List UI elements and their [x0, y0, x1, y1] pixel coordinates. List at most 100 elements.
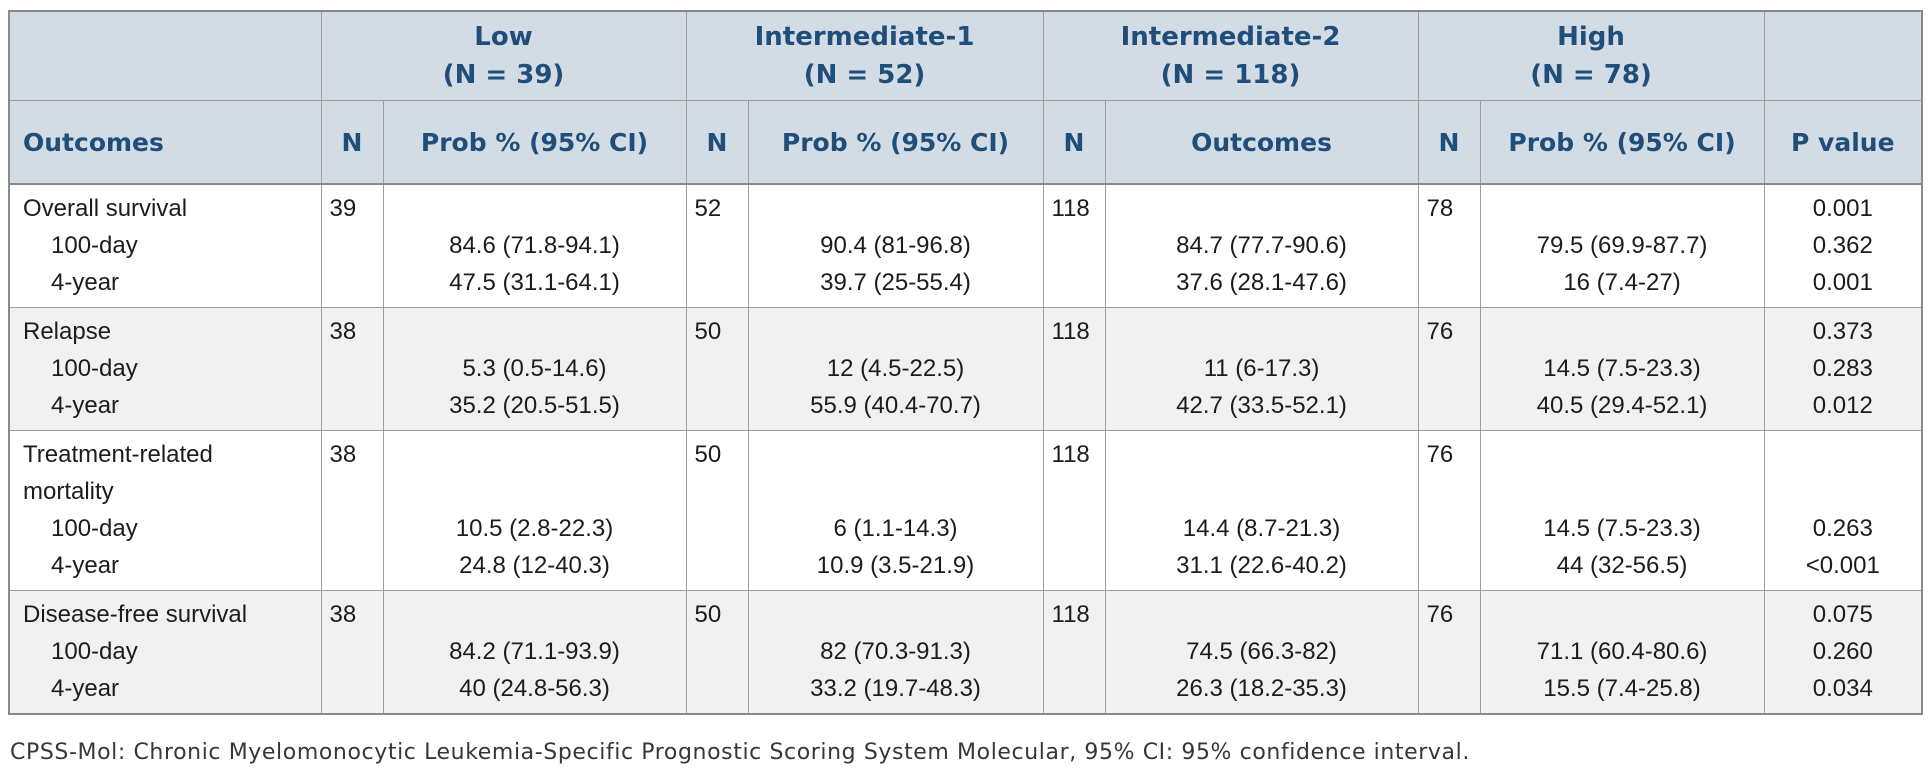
column-header-n-intermediate-1: N: [685, 100, 749, 185]
prob-value: 12 (4.5-22.5): [826, 355, 965, 382]
n-value: 76: [1426, 441, 1454, 468]
prob-value: [1482, 596, 1763, 633]
n-value: [330, 633, 382, 670]
n-cell-low: 38: [320, 430, 384, 591]
column-header-prob-low: Prob % (95% CI): [382, 100, 687, 185]
prob-value: [385, 596, 685, 633]
prob-cell-intermediate-2: 74.5 (66.3-82) 26.3 (18.2-35.3): [1104, 590, 1419, 715]
n-value: 118: [1051, 601, 1090, 628]
group-header-high: High (N = 78): [1417, 10, 1765, 101]
n-value: [1052, 547, 1104, 584]
n-value: 50: [694, 441, 722, 468]
n-value: 76: [1426, 318, 1454, 345]
prob-value: 5.3 (0.5-14.6): [462, 355, 607, 382]
prob-value: 11 (6-17.3): [1203, 355, 1320, 382]
n-value: [330, 264, 382, 301]
prob-value: 90.4 (81-96.8): [820, 232, 971, 259]
outcome-label: Overall survival: [23, 195, 188, 222]
n-cell-low: 39: [320, 183, 384, 308]
n-value: [1427, 510, 1479, 547]
prob-cell-intermediate-1: 12 (4.5-22.5) 55.9 (40.4-70.7): [747, 307, 1044, 431]
group-header-intermediate-2: Intermediate-2 (N = 118): [1042, 10, 1419, 101]
n-cell-low: 38: [320, 307, 384, 431]
prob-value: 84.6 (71.8-94.1): [449, 232, 620, 259]
p-value: 0.034: [1812, 675, 1873, 702]
n-value: [330, 387, 382, 424]
n-value: [1427, 227, 1479, 264]
outcome-label: 4-year: [51, 269, 120, 296]
p-value: 0.263: [1812, 515, 1873, 542]
prob-cell-intermediate-1: 90.4 (81-96.8) 39.7 (25-55.4): [747, 183, 1044, 308]
outcome-label: 100-day: [51, 355, 138, 382]
group-n: (N = 39): [442, 60, 565, 90]
n-value: 38: [329, 601, 357, 628]
n-value: [1052, 387, 1104, 424]
n-value: [1427, 547, 1479, 584]
n-value: [1427, 350, 1479, 387]
prob-cell-high: 14.5 (7.5-23.3) 44 (32-56.5): [1479, 430, 1765, 591]
prob-cell-low: 84.6 (71.8-94.1) 47.5 (31.1-64.1): [382, 183, 687, 308]
n-value: [695, 227, 747, 264]
n-value: [330, 350, 382, 387]
prob-value: 79.5 (69.9-87.7): [1536, 232, 1708, 259]
prob-value: 84.2 (71.1-93.9): [449, 638, 620, 665]
group-header-low: Low (N = 39): [320, 10, 687, 101]
n-value: [330, 670, 382, 707]
group-header-blank-right: [1763, 10, 1923, 101]
n-cell-intermediate-2: 118: [1042, 183, 1106, 308]
p-value: 0.001: [1812, 269, 1873, 296]
prob-value: [750, 313, 1042, 350]
n-cell-high: 76: [1417, 430, 1481, 591]
table-row-relapse: Relapse 100-day 4-year 38 5.3 (0.5-14.6) 35.2…: [8, 307, 1923, 431]
prob-value: [1107, 473, 1417, 510]
group-n: (N = 78): [1530, 60, 1652, 90]
outcome-label: 4-year: [51, 552, 120, 579]
p-value-cell: 0.075 0.260 0.034: [1763, 590, 1923, 715]
n-cell-intermediate-2: 118: [1042, 307, 1106, 431]
n-value: [330, 547, 382, 584]
prob-value: 55.9 (40.4-70.7): [810, 392, 981, 419]
outcome-cell: Relapse 100-day 4-year: [8, 307, 322, 431]
prob-value: 47.5 (31.1-64.1): [449, 269, 620, 296]
prob-value: 82 (70.3-91.3): [820, 638, 971, 665]
outcome-label: Treatment-related: [23, 441, 213, 468]
n-cell-intermediate-1: 50: [685, 430, 749, 591]
n-cell-low: 38: [320, 590, 384, 715]
prob-value: 33.2 (19.7-48.3): [810, 675, 981, 702]
n-value: [1427, 387, 1479, 424]
p-value: 0.075: [1812, 601, 1873, 628]
prob-value: 6 (1.1-14.3): [833, 515, 958, 542]
n-cell-high: 76: [1417, 590, 1481, 715]
prob-value: 31.1 (22.6-40.2): [1176, 552, 1347, 579]
column-header-n-intermediate-2: N: [1042, 100, 1106, 185]
n-value: [695, 473, 747, 510]
p-value: [1766, 436, 1921, 473]
n-value: [1427, 670, 1479, 707]
n-value: 50: [694, 601, 722, 628]
prob-cell-high: 79.5 (69.9-87.7) 16 (7.4-27): [1479, 183, 1765, 308]
prob-value: [385, 190, 685, 227]
outcome-cell: Treatment-related mortality 100-day 4-year: [8, 430, 322, 591]
n-value: [1052, 350, 1104, 387]
column-header-p-value: P value: [1763, 100, 1923, 185]
prob-value: 15.5 (7.4-25.8): [1543, 675, 1701, 702]
outcome-cell: Overall survival 100-day 4-year: [8, 183, 322, 308]
prob-cell-low: 10.5 (2.8-22.3) 24.8 (12-40.3): [382, 430, 687, 591]
outcome-label: 100-day: [51, 638, 138, 665]
prob-value: 16 (7.4-27): [1563, 269, 1681, 296]
n-value: 38: [329, 441, 357, 468]
prob-value: 10.9 (3.5-21.9): [816, 552, 975, 579]
n-value: [695, 547, 747, 584]
prob-value: [750, 436, 1042, 473]
prob-value: 71.1 (60.4-80.6): [1536, 638, 1708, 665]
n-cell-high: 76: [1417, 307, 1481, 431]
prob-value: 74.5 (66.3-82): [1186, 638, 1337, 665]
prob-value: 40 (24.8-56.3): [459, 675, 610, 702]
n-value: 118: [1051, 318, 1090, 345]
n-value: [695, 670, 747, 707]
group-label: Intermediate-2: [1120, 22, 1341, 52]
n-cell-intermediate-1: 52: [685, 183, 749, 308]
n-value: [330, 227, 382, 264]
prob-value: [385, 436, 685, 473]
column-header-outcomes-intermediate-2: Outcomes: [1104, 100, 1419, 185]
